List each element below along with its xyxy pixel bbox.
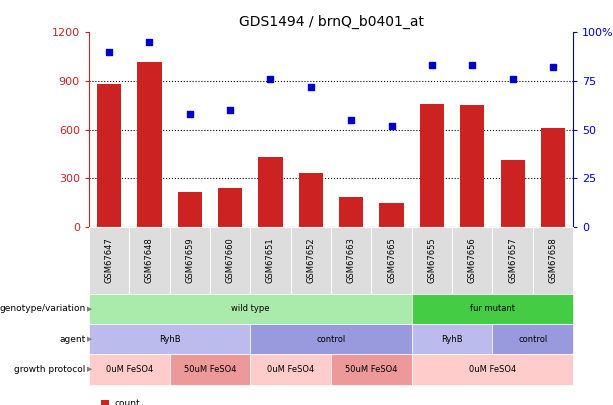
Bar: [460, 105, 484, 227]
Bar: [420, 104, 444, 227]
Point: [508, 76, 517, 82]
Text: 0uM FeSO4: 0uM FeSO4: [469, 365, 516, 374]
Text: control: control: [518, 335, 547, 344]
Text: 0uM FeSO4: 0uM FeSO4: [267, 365, 314, 374]
Point: [306, 83, 316, 90]
Bar: [259, 157, 283, 227]
Bar: [500, 160, 525, 227]
Text: RyhB: RyhB: [441, 335, 463, 344]
Point: [467, 62, 477, 69]
Point: [265, 76, 275, 82]
Bar: [541, 128, 565, 227]
Point: [387, 122, 397, 129]
Text: GSM67655: GSM67655: [427, 237, 436, 283]
Text: GSM67660: GSM67660: [226, 237, 235, 283]
Text: GSM67658: GSM67658: [549, 237, 557, 283]
Point: [427, 62, 437, 69]
Bar: [97, 84, 121, 227]
Text: GSM67651: GSM67651: [266, 237, 275, 283]
Text: GSM67652: GSM67652: [306, 237, 315, 283]
Text: GSM67647: GSM67647: [105, 237, 113, 283]
Text: 0uM FeSO4: 0uM FeSO4: [105, 365, 153, 374]
Text: wild type: wild type: [231, 304, 270, 313]
Bar: [137, 62, 162, 227]
Title: GDS1494 / brnQ_b0401_at: GDS1494 / brnQ_b0401_at: [238, 15, 424, 29]
Text: control: control: [316, 335, 346, 344]
Text: 50uM FeSO4: 50uM FeSO4: [184, 365, 236, 374]
Text: fur mutant: fur mutant: [470, 304, 515, 313]
Text: agent: agent: [59, 335, 86, 344]
Point: [185, 111, 195, 117]
Point: [548, 64, 558, 70]
Text: GSM67657: GSM67657: [508, 237, 517, 283]
Point: [225, 107, 235, 113]
Text: GSM67656: GSM67656: [468, 237, 477, 283]
Text: GSM67665: GSM67665: [387, 237, 396, 283]
Bar: [339, 197, 364, 227]
Text: growth protocol: growth protocol: [15, 365, 86, 374]
Text: count: count: [114, 399, 140, 405]
Text: ▶: ▶: [87, 336, 93, 342]
Point: [104, 49, 114, 55]
Bar: [379, 203, 404, 227]
Point: [346, 117, 356, 123]
Text: ▶: ▶: [87, 306, 93, 312]
Text: GSM67648: GSM67648: [145, 237, 154, 283]
Text: GSM67659: GSM67659: [185, 237, 194, 283]
Text: ▶: ▶: [87, 367, 93, 373]
Bar: [178, 192, 202, 227]
Text: GSM67663: GSM67663: [347, 237, 356, 283]
Bar: [299, 173, 323, 227]
Text: RyhB: RyhB: [159, 335, 180, 344]
Bar: [218, 188, 242, 227]
Point: [145, 39, 154, 45]
Text: genotype/variation: genotype/variation: [0, 304, 86, 313]
Text: 50uM FeSO4: 50uM FeSO4: [345, 365, 398, 374]
